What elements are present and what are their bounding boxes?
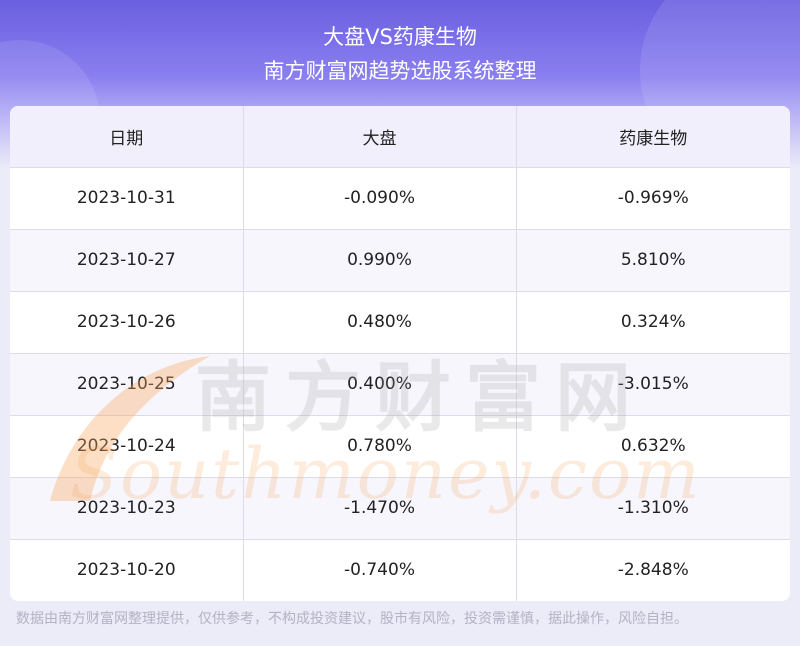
table-row: 2023-10-23 -1.470% -1.310% [10, 477, 790, 540]
date-cell: 2023-10-26 [10, 291, 244, 354]
stock-change-cell: 0.324% [516, 291, 790, 354]
stock-change-cell: -0.969% [516, 167, 790, 230]
page-title: 大盘VS药康生物 [323, 25, 477, 49]
table-row: 2023-10-24 0.780% 0.632% [10, 415, 790, 478]
comparison-table: 日期 大盘 药康生物 2023-10-31 -0.090% -0.969% 20… [10, 106, 790, 601]
market-change-cell: 0.400% [243, 353, 517, 416]
market-change-cell: -0.090% [243, 167, 517, 230]
date-cell: 2023-10-27 [10, 229, 244, 292]
market-change-cell: -0.740% [243, 539, 517, 601]
date-cell: 2023-10-20 [10, 539, 244, 601]
disclaimer-text: 数据由南方财富网整理提供，仅供参考，不构成投资建议，股市有风险，投资需谨慎，据此… [16, 611, 688, 627]
table-row: 2023-10-25 0.400% -3.015% [10, 353, 790, 416]
table-header-row: 日期 大盘 药康生物 [10, 106, 790, 168]
market-change-cell: 0.780% [243, 415, 517, 478]
column-header-stock: 药康生物 [516, 106, 790, 168]
date-cell: 2023-10-31 [10, 167, 244, 230]
table-row: 2023-10-27 0.990% 5.810% [10, 229, 790, 292]
stock-change-cell: 5.810% [516, 229, 790, 292]
column-header-date: 日期 [10, 106, 244, 168]
stock-change-cell: -3.015% [516, 353, 790, 416]
comparison-table-card: 日期 大盘 药康生物 2023-10-31 -0.090% -0.969% 20… [10, 106, 790, 601]
column-header-market: 大盘 [243, 106, 517, 168]
market-change-cell: 0.480% [243, 291, 517, 354]
stock-change-cell: -1.310% [516, 477, 790, 540]
page-subtitle: 南方财富网趋势选股系统整理 [263, 59, 537, 83]
table-row: 2023-10-31 -0.090% -0.969% [10, 167, 790, 230]
market-change-cell: -1.470% [243, 477, 517, 540]
table-row: 2023-10-26 0.480% 0.324% [10, 291, 790, 354]
date-cell: 2023-10-24 [10, 415, 244, 478]
stock-change-cell: 0.632% [516, 415, 790, 478]
date-cell: 2023-10-25 [10, 353, 244, 416]
table-row: 2023-10-20 -0.740% -2.848% [10, 539, 790, 601]
market-change-cell: 0.990% [243, 229, 517, 292]
date-cell: 2023-10-23 [10, 477, 244, 540]
stock-change-cell: -2.848% [516, 539, 790, 601]
